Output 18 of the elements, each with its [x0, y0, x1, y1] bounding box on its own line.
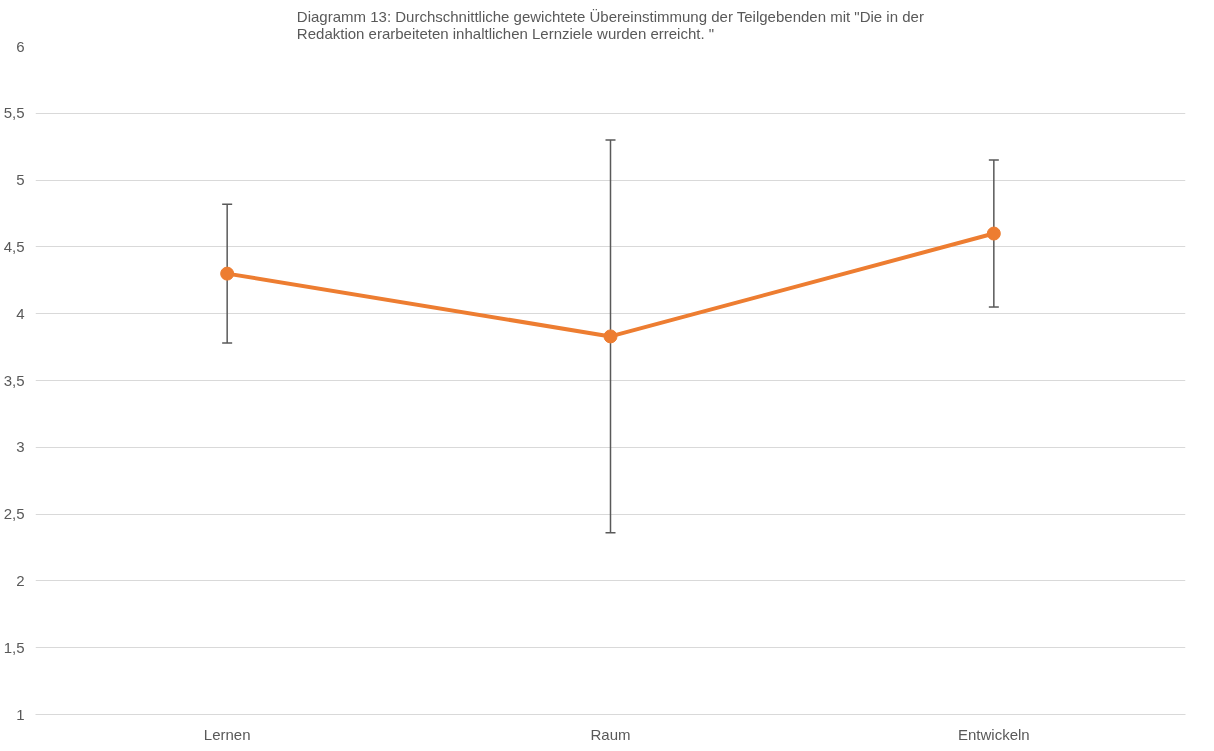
point	[603, 329, 618, 344]
y-tick-label: 6	[16, 37, 25, 55]
y-tick-label: 2,5	[3, 505, 25, 523]
y-tick-label: 5	[16, 171, 25, 189]
y-tick-label: 1	[16, 705, 25, 723]
point	[220, 266, 235, 281]
y-tick-label: 5,5	[3, 104, 25, 122]
y-tick-label: 2	[16, 571, 25, 589]
y-tick-label: 1,5	[3, 638, 25, 656]
x-tick-label: Raum	[590, 725, 631, 743]
y-tick-label: 4,5	[3, 237, 25, 255]
y-tick-label: 4	[16, 304, 25, 322]
chart-title: Diagramm 13: Durchschnittliche gewichtete Übereinstimmung der Teilgebenden mit "Die in der Redaktion erarbeiteten inhaltlichen Lernziele wurden erreicht. "	[296, 7, 924, 42]
y-tick-label: 3,5	[3, 371, 25, 389]
y-tick-label: 3	[16, 438, 25, 456]
x-tick-label: Lernen	[203, 725, 251, 743]
x-tick-label: Entwickeln	[957, 725, 1030, 743]
point	[986, 226, 1001, 241]
